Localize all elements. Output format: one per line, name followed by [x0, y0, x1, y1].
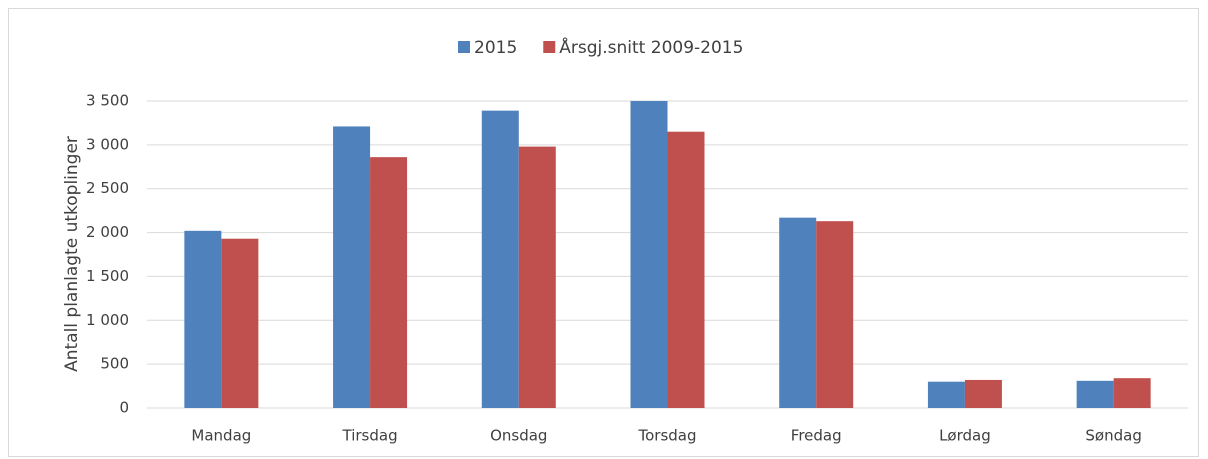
x-tick-label: Torsdag	[637, 427, 696, 445]
x-tick-label: Fredag	[791, 427, 842, 445]
bar	[964, 379, 1002, 408]
y-tick-label: 2 500	[86, 179, 129, 197]
bar	[221, 238, 259, 408]
bar	[779, 217, 817, 408]
bar	[184, 230, 222, 408]
x-tick-label: Søndag	[1085, 427, 1141, 445]
y-tick-label: 0	[119, 399, 129, 417]
y-tick-label: 1 000	[86, 311, 129, 329]
bar	[518, 146, 556, 408]
bar	[1113, 378, 1151, 408]
y-tick-label: 1 500	[86, 267, 129, 285]
y-tick-label: 3 500	[86, 92, 129, 110]
bar	[816, 221, 854, 408]
legend-label: Årsgj.snitt 2009-2015	[559, 36, 743, 58]
y-tick-label: 3 000	[86, 135, 129, 153]
x-tick-label: Onsdag	[490, 427, 547, 445]
legend-swatch	[458, 41, 470, 53]
bar	[1076, 380, 1114, 408]
bar	[333, 126, 371, 409]
y-tick-label: 500	[100, 355, 129, 373]
bar	[370, 157, 408, 408]
x-tick-label: Mandag	[191, 427, 251, 445]
bar	[630, 101, 668, 408]
legend-swatch	[543, 41, 556, 53]
bar	[481, 110, 519, 409]
x-tick-label: Lørdag	[939, 427, 991, 445]
x-tick-label: Tirsdag	[342, 427, 398, 445]
bar	[667, 131, 705, 408]
legend-label: 2015	[474, 38, 517, 58]
y-axis-label: Antall planlagte utkoplinger	[62, 136, 82, 372]
y-tick-label: 2 000	[86, 223, 129, 241]
bar	[927, 381, 965, 408]
